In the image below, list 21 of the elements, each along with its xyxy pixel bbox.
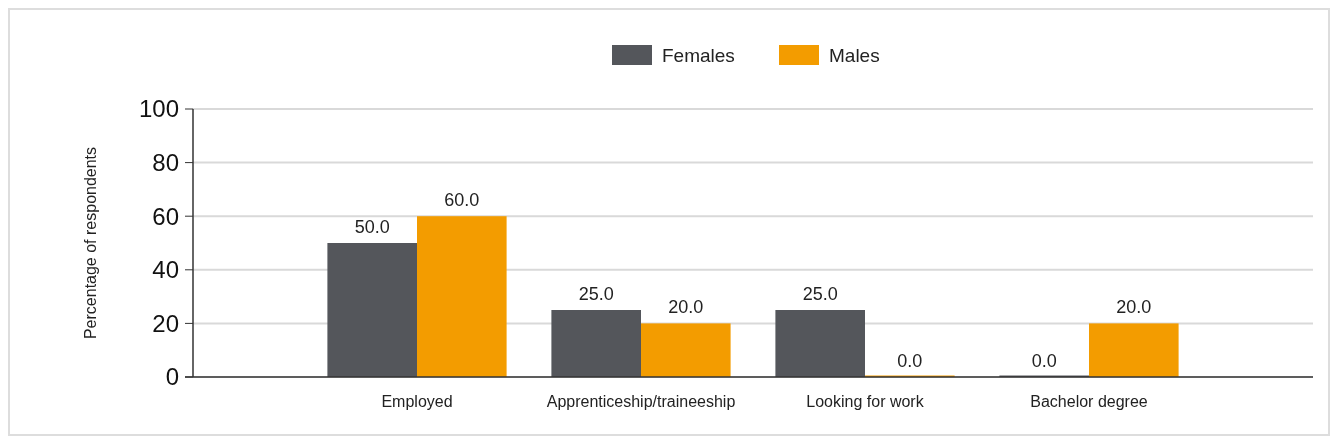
- x-tick-label: Apprenticeship/traineeship: [546, 393, 736, 410]
- data-label: 25.0: [578, 284, 614, 304]
- legend-label: Males: [829, 44, 880, 66]
- y-tick-label: 60: [152, 202, 179, 230]
- y-tick-label: 20: [152, 309, 179, 337]
- data-label: 0.0: [897, 351, 923, 371]
- data-label: 20.0: [1116, 297, 1152, 318]
- y-tick-label: 40: [152, 256, 179, 284]
- data-label: 0.0: [1031, 351, 1057, 371]
- data-label: 20.0: [668, 297, 704, 318]
- legend-label: Females: [662, 44, 735, 66]
- data-label: 50.0: [354, 217, 390, 237]
- x-tick-label: Employed: [381, 393, 453, 410]
- y-tick-label: 100: [138, 95, 179, 123]
- y-axis-title: Percentage of respondents: [82, 146, 99, 340]
- y-tick-label: 0: [165, 363, 179, 391]
- data-label: 60.0: [444, 190, 480, 211]
- x-tick-label: Bachelor degree: [1030, 393, 1148, 410]
- y-tick-label: 80: [152, 149, 179, 176]
- data-label: 25.0: [802, 284, 838, 304]
- x-tick-label: Looking for work: [806, 393, 925, 410]
